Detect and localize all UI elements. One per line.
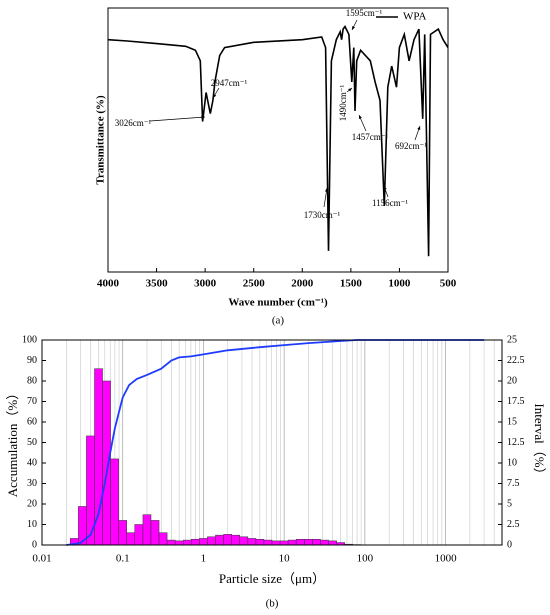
- histogram-bar: [223, 534, 232, 546]
- annotation: 692cm⁻¹: [395, 141, 427, 151]
- plot-frame: [41, 339, 503, 546]
- histogram-bar: [287, 539, 297, 546]
- y-axis-label: Transmittance (%): [95, 95, 107, 185]
- histogram-bar: [247, 538, 257, 546]
- caption: (a): [272, 315, 285, 327]
- annotation: 1490cm⁻¹: [338, 84, 348, 121]
- y-tick-label: 90: [27, 355, 37, 366]
- histogram-bar: [150, 520, 160, 546]
- y2-tick-label: 12.5: [507, 437, 525, 448]
- annotation-arrow: [149, 116, 206, 122]
- histogram-bar: [231, 534, 241, 546]
- y2-tick-label: 2.5: [507, 519, 520, 530]
- annotation: 1156cm⁻¹: [372, 198, 408, 208]
- histogram-bar: [142, 514, 152, 546]
- spectrum-line: [107, 24, 449, 257]
- histogram-bar: [263, 539, 273, 546]
- y2-tick-label: 5: [507, 498, 512, 509]
- x-tick-label: 0.1: [116, 553, 130, 565]
- y-axis-label: Accumulation（%）: [5, 387, 20, 497]
- y-tick-label: 50: [27, 437, 37, 448]
- caption: (b): [266, 598, 279, 610]
- arrow-head: [417, 126, 421, 130]
- histogram-bar: [304, 539, 313, 546]
- histogram-bar: [191, 539, 200, 546]
- histogram-bar: [174, 540, 184, 546]
- histogram-bar: [207, 536, 216, 546]
- histogram-bar: [320, 539, 329, 546]
- x-tick-label: 2500: [243, 278, 266, 290]
- x-tick-label: 1000: [388, 278, 411, 290]
- histogram-bar: [118, 520, 127, 546]
- y-tick-label: 70: [27, 396, 37, 407]
- arrow-head: [324, 188, 328, 192]
- arrow-head: [348, 88, 352, 92]
- x-tick-label: 4000: [97, 278, 120, 290]
- histogram-bar: [102, 380, 111, 546]
- x-tick-label: 3500: [146, 278, 169, 290]
- y2-tick-label: 25: [507, 334, 517, 345]
- y-tick-label: 40: [27, 457, 37, 468]
- histogram-bar: [279, 540, 289, 546]
- y-tick-label: 100: [22, 334, 37, 345]
- histogram-bar: [166, 539, 176, 546]
- histogram-bar: [134, 524, 144, 546]
- x-axis-label: Particle size（μm）: [219, 571, 325, 586]
- annotation: 3026cm⁻¹: [115, 118, 152, 128]
- y2-axis-label: Interval（%）: [532, 403, 547, 480]
- x-tick-label: 1000: [435, 553, 458, 565]
- y-tick-label: 10: [27, 519, 37, 530]
- histogram-bar: [126, 532, 136, 546]
- plot-frame: [107, 7, 449, 273]
- legend-label: WPA: [403, 11, 426, 23]
- x-tick-label: 2000: [291, 278, 314, 290]
- y-tick-label: 80: [27, 375, 37, 386]
- histogram-bar: [271, 540, 281, 546]
- annotation: 1457cm⁻¹: [352, 132, 389, 142]
- annotation: 1730cm⁻¹: [304, 210, 341, 220]
- arrow-head: [359, 115, 362, 119]
- histogram-bar: [255, 539, 265, 546]
- annotation: 1595cm⁻¹: [346, 8, 383, 18]
- y-tick-label: 30: [27, 478, 37, 489]
- x-tick-label: 0.01: [32, 553, 51, 565]
- y-tick-label: 60: [27, 416, 37, 427]
- y2-tick-label: 7.5: [507, 478, 520, 489]
- histogram-bar: [215, 534, 224, 546]
- histogram-bar: [158, 532, 168, 546]
- annotation: 2947cm⁻¹: [211, 78, 248, 88]
- x-tick-label: 100: [357, 553, 374, 565]
- x-tick-label: 1: [201, 553, 207, 565]
- arrow-head: [201, 115, 205, 119]
- y2-tick-label: 17.5: [507, 396, 525, 407]
- histogram-bar: [199, 538, 208, 546]
- cumulative-line: [66, 339, 485, 546]
- arrow-head: [383, 186, 387, 190]
- histogram-bar: [94, 368, 103, 546]
- x-tick-label: 1500: [340, 278, 363, 290]
- y2-tick-label: 22.5: [507, 355, 525, 366]
- histogram-bar: [110, 458, 119, 546]
- histogram-bar: [182, 539, 192, 546]
- histogram-bar: [312, 539, 321, 546]
- y-tick-label: 0: [32, 539, 37, 550]
- y2-tick-label: 0: [507, 539, 512, 550]
- y2-tick-label: 10: [507, 457, 517, 468]
- x-tick-label: 3000: [194, 278, 217, 290]
- histogram-bar: [239, 536, 249, 546]
- y2-tick-label: 15: [507, 416, 517, 427]
- y2-tick-label: 20: [507, 375, 517, 386]
- histogram-bar: [328, 540, 337, 546]
- arrow-head: [213, 94, 217, 98]
- x-tick-label: 500: [440, 278, 457, 290]
- y-tick-label: 20: [27, 498, 37, 509]
- histogram-bar: [295, 539, 305, 546]
- x-tick-label: 10: [279, 553, 291, 565]
- x-axis-label: Wave number (cm⁻¹): [228, 297, 328, 309]
- arrow-head: [352, 26, 356, 30]
